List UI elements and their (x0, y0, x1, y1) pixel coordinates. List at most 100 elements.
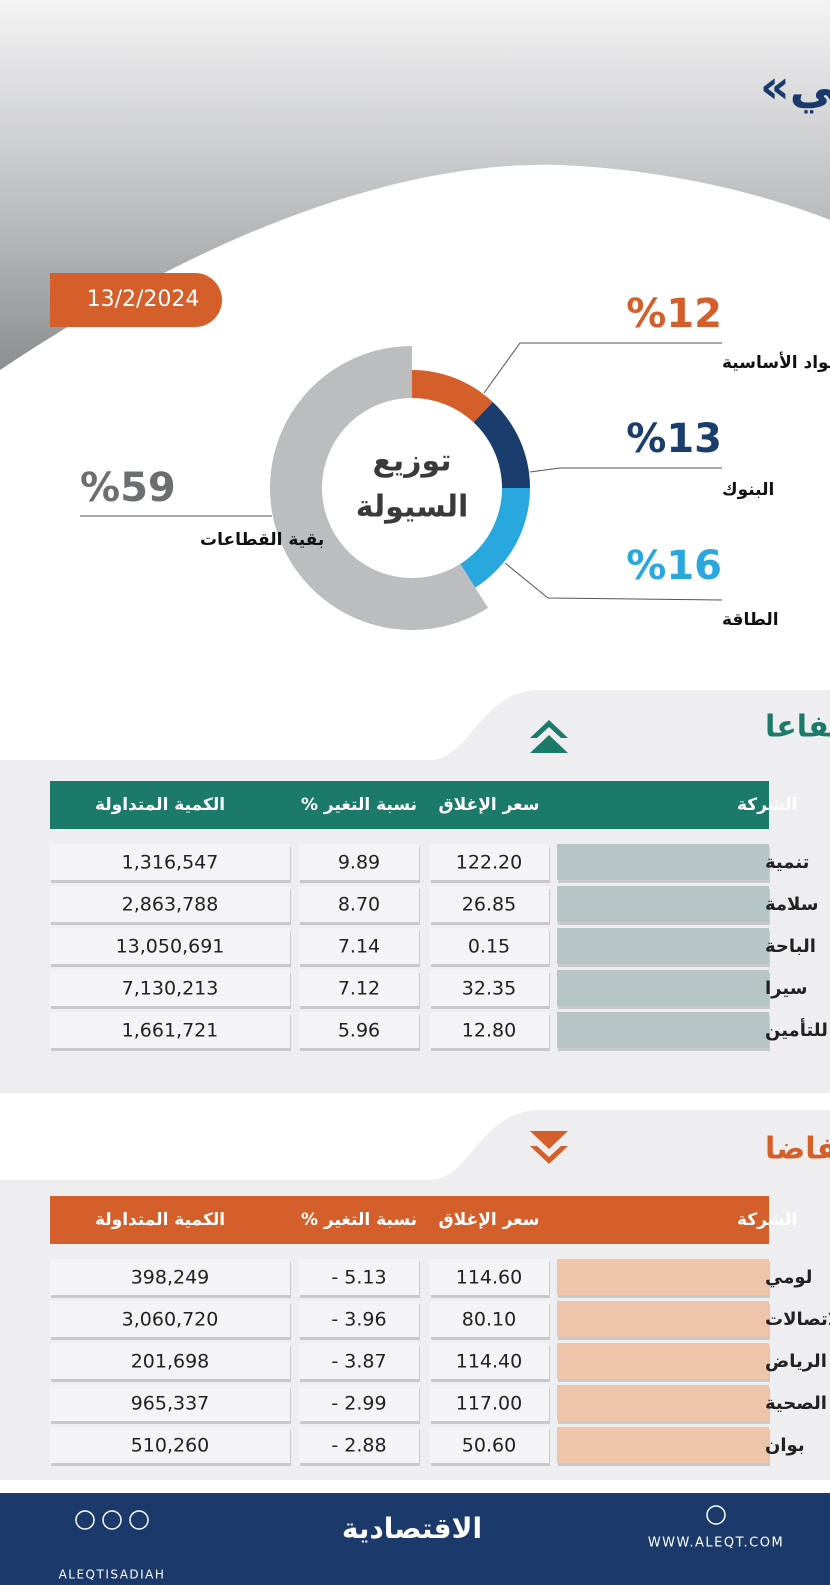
value-label: %12 (626, 291, 722, 337)
cell-value: 965,337 (131, 1393, 210, 1415)
cell-value: 26.85 (462, 894, 516, 916)
cell (50, 970, 290, 1006)
cell (430, 970, 549, 1006)
tables: الشركة سعر الإغلاق نسبة التغير % الكمية الم… (50, 781, 830, 1466)
table-header (50, 781, 769, 829)
social-icons (75, 1505, 726, 1530)
category-label: بقية القطاعات (200, 530, 324, 550)
cell (430, 928, 549, 964)
losers-title: الأكثر انخفاضا (765, 1130, 830, 1167)
footer-handle: ALEQTISADIAH (59, 1568, 166, 1582)
footer (0, 1493, 830, 1585)
cell (557, 1343, 769, 1379)
cell-value: 32.35 (462, 978, 516, 1000)
cell (557, 970, 769, 1006)
cell-value: 80.10 (462, 1309, 516, 1331)
down-icon (530, 1131, 568, 1164)
value-label: %16 (626, 543, 722, 589)
cell-value: - 3.96 (331, 1309, 386, 1331)
category-label: الطاقة (722, 610, 779, 630)
company-name: سلامة (765, 894, 818, 915)
cell (299, 1301, 419, 1337)
cell (430, 886, 549, 922)
donut-title-2: السيولة (356, 490, 469, 525)
cell-value: 398,249 (131, 1267, 210, 1289)
cell (557, 928, 769, 964)
column-header: الكمية المتداولة (95, 795, 225, 815)
cell-value: 7.12 (338, 978, 380, 1000)
cell-value: 122.20 (456, 852, 522, 874)
cell-value: - 2.99 (331, 1393, 386, 1415)
company-name: لومي (765, 1267, 812, 1288)
cell (299, 1385, 419, 1421)
company-name: تنمية (765, 852, 809, 873)
cell (299, 1343, 419, 1379)
column-header: الشركة (737, 795, 797, 815)
cell (299, 844, 419, 880)
cell-value: - 2.88 (331, 1435, 386, 1457)
cell-value: 50.60 (462, 1435, 516, 1457)
column-header: نسبة التغير % (301, 795, 417, 815)
cell (50, 928, 290, 964)
column-header: الشركة (737, 1210, 797, 1230)
column-header: سعر الإغلاق (438, 795, 539, 815)
donut-segment (473, 401, 530, 488)
cell (50, 844, 290, 880)
column-header: نسبة التغير % (301, 1210, 417, 1230)
cell (430, 1385, 549, 1421)
table-header (50, 1196, 769, 1244)
category-label: البنوك (722, 480, 774, 500)
cell-value: 7.14 (338, 936, 380, 958)
cell-value: 3,060,720 (122, 1309, 219, 1331)
company-name: كابلات الرياض (765, 1351, 830, 1372)
donut-title-1: توزيع (372, 444, 451, 479)
cell (557, 844, 769, 880)
cell (430, 1427, 549, 1463)
cell (430, 1012, 549, 1048)
cell-value: 1,316,547 (122, 852, 219, 874)
cell-value: 114.60 (456, 1267, 522, 1289)
cell-value: 8.70 (338, 894, 380, 916)
cell (50, 1385, 290, 1421)
cell-value: 510,260 (131, 1435, 210, 1457)
value-label: %13 (626, 416, 722, 462)
cell-value: 13,050,691 (116, 936, 225, 958)
cell-value: 117.00 (456, 1393, 522, 1415)
date-pill-edge (50, 273, 80, 327)
up-icon (530, 720, 568, 753)
cell (430, 1259, 549, 1295)
cell (557, 1301, 769, 1337)
cell (430, 1301, 549, 1337)
donut-chart (269, 346, 530, 630)
leader-lines (80, 342, 723, 601)
cell (299, 970, 419, 1006)
cell-value: 9.89 (338, 852, 380, 874)
company-name: سيرا (765, 978, 807, 999)
cell (557, 1385, 769, 1421)
cell-value: 1,661,721 (122, 1020, 219, 1042)
cell (557, 886, 769, 922)
cell-value: 7,130,213 (122, 978, 219, 1000)
cell (50, 1012, 290, 1048)
donut-segment (460, 488, 530, 588)
cell (50, 1427, 290, 1463)
cell (557, 1259, 769, 1295)
cell (299, 1427, 419, 1463)
company-name: أمانة للتأمين (765, 1018, 830, 1041)
footer-website: WWW.ALEQT.COM (648, 1536, 784, 1551)
company-name: الباحة (765, 936, 816, 957)
company-name: عذيب للاتصالات (765, 1309, 830, 1330)
cell-value: 201,698 (131, 1351, 210, 1373)
cell (299, 886, 419, 922)
column-header: سعر الإغلاق (438, 1210, 539, 1230)
cell (50, 1343, 290, 1379)
cell (430, 1343, 549, 1379)
cell (430, 844, 549, 880)
date-pill (50, 273, 222, 327)
value-label: %59 (80, 465, 176, 511)
cell (299, 1012, 419, 1048)
donut-segment (412, 370, 493, 423)
cell (299, 928, 419, 964)
cell (557, 1427, 769, 1463)
